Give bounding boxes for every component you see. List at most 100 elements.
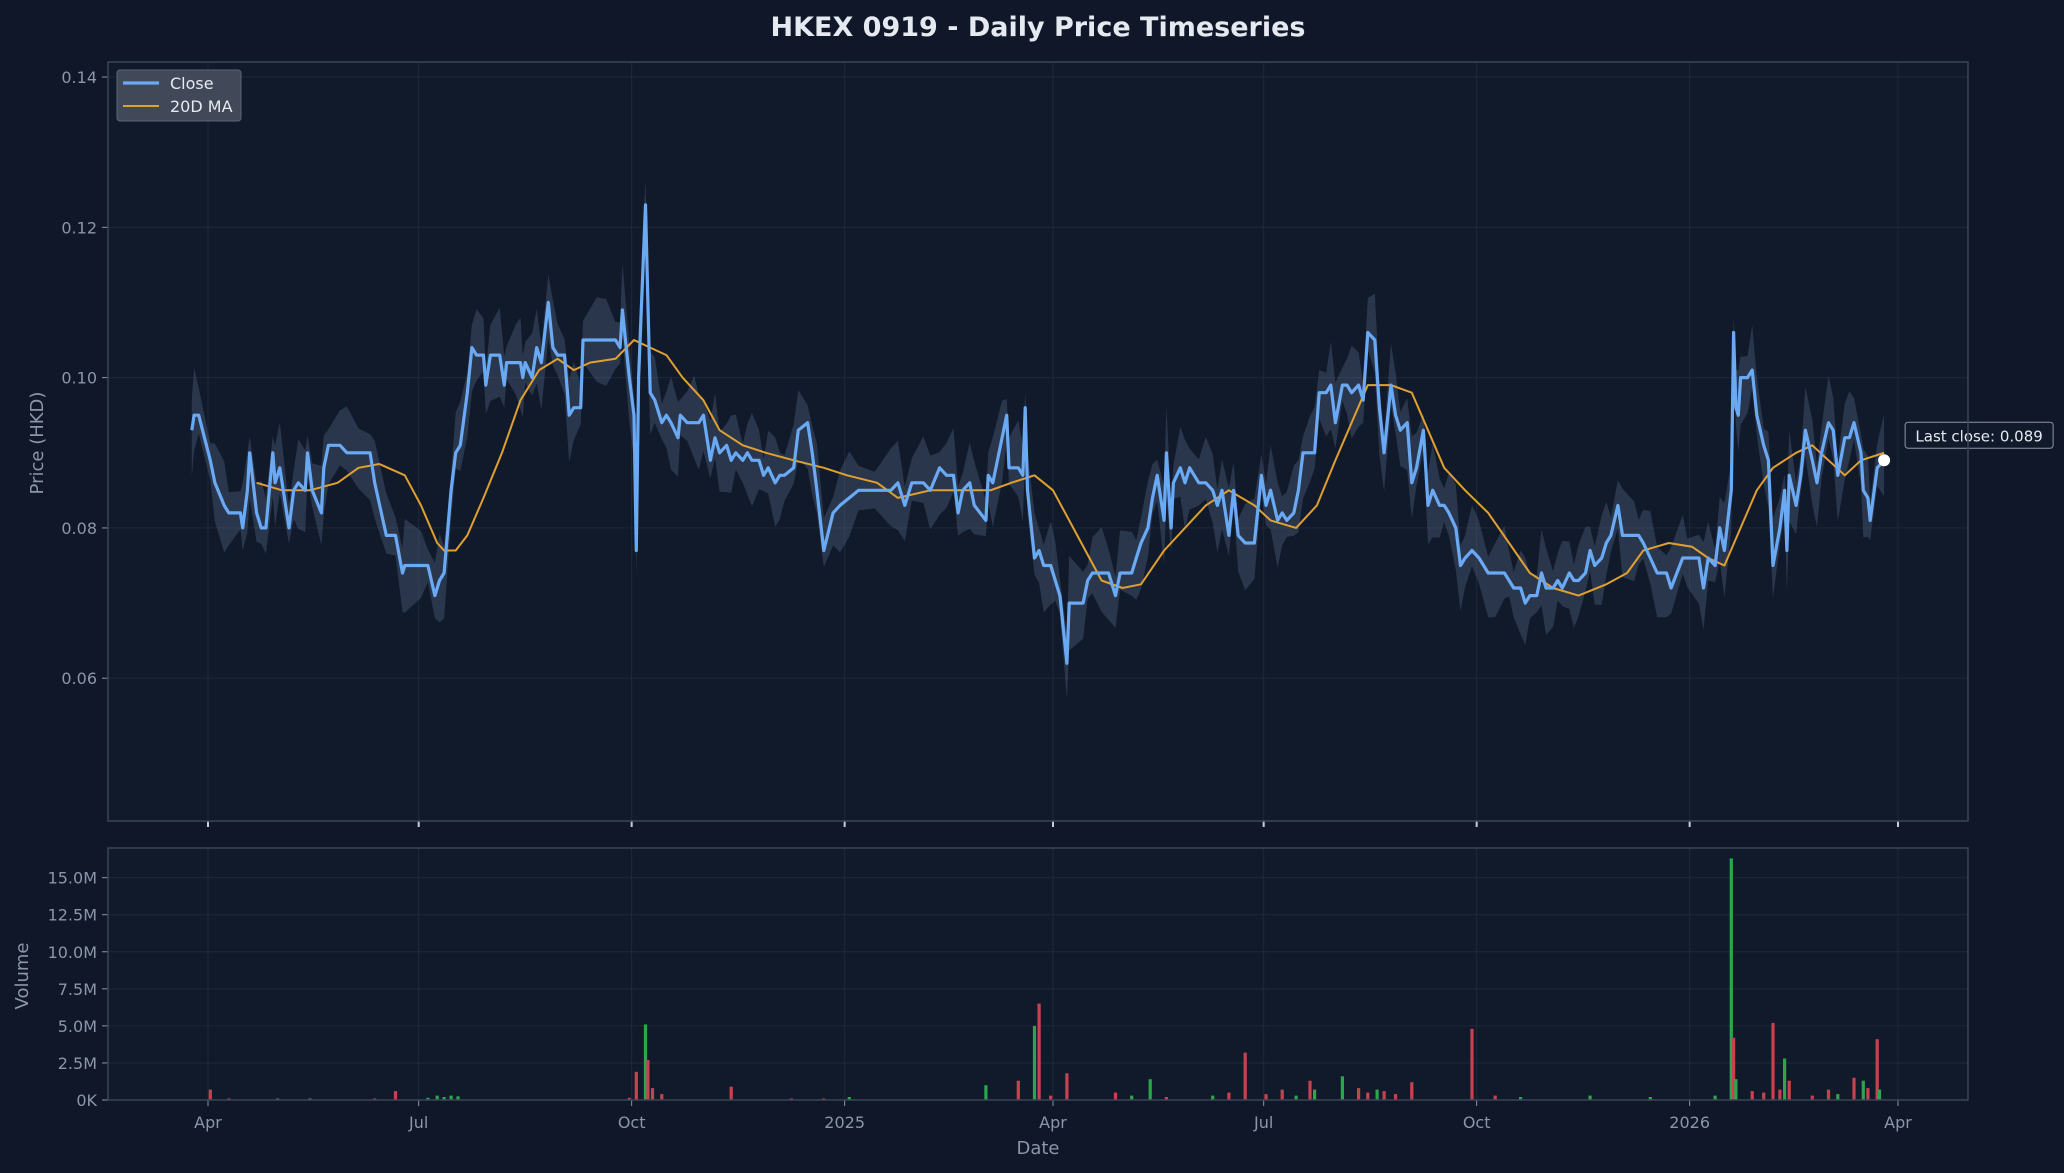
volume-bar — [1771, 1022, 1775, 1100]
volume-bar — [1410, 1082, 1414, 1100]
volume-bar — [449, 1095, 453, 1100]
legend-ma-label: 20D MA — [170, 97, 233, 116]
x-tick-label: Apr — [1039, 1113, 1067, 1132]
volume-bar — [634, 1071, 638, 1100]
x-tick-label: Apr — [194, 1113, 222, 1132]
volume-bar — [1734, 1079, 1738, 1100]
volume-plot-frame — [107, 847, 1969, 1101]
volume-bar — [1227, 1092, 1231, 1100]
volume-bar — [1264, 1094, 1268, 1100]
volume-bar — [1294, 1095, 1298, 1100]
price-range-band — [191, 179, 1885, 700]
volume-bar — [1877, 1089, 1882, 1100]
volume-bar — [1357, 1088, 1361, 1100]
volume-bar — [627, 1097, 631, 1100]
price-panel: 0.06 0.08 0.10 0.12 0.14 Last close: 0.089 Clo… — [61, 61, 2054, 827]
last-close-marker — [1878, 454, 1891, 467]
price-plot-area — [108, 62, 1968, 821]
volume-bar — [456, 1096, 460, 1100]
volume-bar — [435, 1095, 439, 1100]
x-tick-label: 2026 — [1669, 1113, 1710, 1132]
volume-bar — [1243, 1052, 1247, 1100]
volume-y-tick-label: 5.0M — [58, 1017, 97, 1036]
volume-bar — [1866, 1088, 1870, 1100]
volume-bar — [1130, 1095, 1134, 1100]
x-tick-label: Jul — [408, 1113, 428, 1132]
volume-y-tick-label: 7.5M — [58, 980, 97, 999]
volume-bar — [1394, 1094, 1398, 1100]
price-y-axis-label: Price (HKD) — [27, 392, 48, 495]
volume-y-tick-label: 0K — [76, 1091, 97, 1110]
annotation-box — [1904, 421, 2054, 449]
volume-bar — [1016, 1080, 1020, 1100]
x-tick-label: 2025 — [824, 1113, 865, 1132]
volume-bar — [1762, 1092, 1766, 1100]
volume-bar — [1470, 1028, 1474, 1100]
volume-bar — [426, 1097, 430, 1100]
close-series-line — [190, 203, 1886, 665]
volume-bar — [646, 1060, 650, 1100]
volume-bar — [1787, 1080, 1791, 1100]
volume-bar — [1836, 1094, 1840, 1100]
volume-panel: 0K 2.5M 5.0M 7.5M 10.0M 12.5M 15.0M Apr Jul Oct 20… — [48, 847, 1969, 1132]
ma-series-line — [256, 339, 1885, 597]
price-y-tick-label: 0.12 — [61, 218, 97, 237]
volume-bar — [1729, 858, 1733, 1100]
volume-bar — [650, 1088, 655, 1100]
volume-bar — [660, 1094, 664, 1100]
x-tick-label: Oct — [618, 1113, 646, 1132]
x-tick-label: Apr — [1884, 1113, 1912, 1132]
price-y-tick-label: 0.14 — [61, 68, 97, 87]
volume-bar — [1493, 1095, 1497, 1100]
volume-bar — [984, 1085, 988, 1100]
volume-bar — [847, 1097, 851, 1100]
legend-close-label: Close — [170, 74, 214, 93]
price-y-tick-label: 0.10 — [61, 369, 97, 388]
volume-bar — [1810, 1095, 1814, 1100]
price-y-tick-label: 0.08 — [61, 519, 97, 538]
x-tick-label: Oct — [1463, 1113, 1491, 1132]
last-close-annotation: Last close: 0.089 — [1904, 421, 2054, 449]
volume-bar — [1732, 1037, 1736, 1100]
volume-bar — [1280, 1089, 1284, 1100]
volume-y-tick-label: 15.0M — [48, 869, 97, 888]
volume-bar — [1648, 1097, 1652, 1100]
volume-bar — [1519, 1097, 1523, 1100]
volume-bar — [729, 1086, 733, 1100]
volume-bar — [208, 1089, 212, 1100]
annotation-label: Last close: 0.089 — [1915, 427, 2042, 445]
volume-bar — [1049, 1095, 1053, 1100]
volume-bar — [1032, 1025, 1037, 1100]
volume-bar — [1778, 1089, 1782, 1100]
volume-bar — [1783, 1058, 1787, 1100]
volume-y-axis-label: Volume — [12, 943, 33, 1010]
volume-y-tick-label: 12.5M — [48, 906, 97, 925]
chart-title: HKEX 0919 - Daily Price Timeseries — [770, 12, 1305, 43]
volume-bar — [442, 1097, 446, 1100]
volume-bar — [393, 1091, 398, 1100]
volume-bar — [1164, 1097, 1168, 1100]
volume-bar — [1713, 1095, 1717, 1100]
volume-bar — [1148, 1079, 1152, 1100]
x-axis-label: Date — [1016, 1138, 1059, 1159]
volume-bar — [1211, 1095, 1215, 1100]
volume-bar — [1375, 1089, 1379, 1100]
x-tick-label: Jul — [1253, 1113, 1273, 1132]
price-y-tick-label: 0.06 — [61, 669, 97, 688]
volume-bar — [1308, 1080, 1312, 1100]
volume-bar — [1340, 1076, 1344, 1100]
volume-bar — [1366, 1092, 1370, 1100]
volume-bar — [1861, 1080, 1865, 1100]
volume-y-tick-label: 2.5M — [58, 1054, 97, 1073]
volume-bar — [643, 1024, 648, 1100]
volume-bar — [1382, 1091, 1386, 1100]
volume-bar — [1113, 1092, 1118, 1100]
volume-bar — [1313, 1089, 1317, 1100]
volume-bar — [1037, 1003, 1041, 1100]
volume-bar — [1826, 1089, 1831, 1100]
volume-bar — [1588, 1095, 1592, 1100]
volume-y-tick-label: 10.0M — [48, 943, 97, 962]
volume-bar — [1875, 1039, 1879, 1100]
